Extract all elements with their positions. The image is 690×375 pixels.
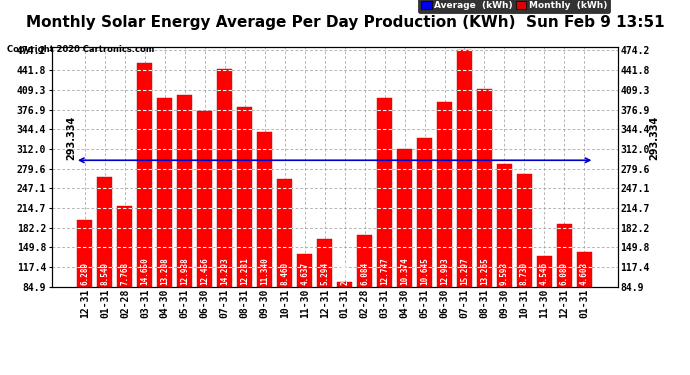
Text: 15.297: 15.297	[460, 257, 469, 285]
Bar	[237, 107, 253, 339]
Bar	[477, 88, 492, 339]
Text: 13.265: 13.265	[480, 257, 489, 285]
Text: 14.650: 14.650	[140, 257, 149, 285]
Bar	[537, 256, 552, 339]
Text: 12.747: 12.747	[380, 257, 389, 285]
Text: 4.546: 4.546	[540, 262, 549, 285]
Bar	[497, 164, 512, 339]
Text: 13.208: 13.208	[160, 257, 169, 285]
Text: 8.730: 8.730	[520, 262, 529, 285]
Text: 8.460: 8.460	[280, 262, 289, 285]
Text: 7.768: 7.768	[121, 262, 130, 285]
Bar	[577, 252, 592, 339]
Bar	[457, 50, 472, 339]
Text: 12.938: 12.938	[180, 257, 189, 285]
Text: 4.637: 4.637	[300, 262, 309, 285]
Text: 12.456: 12.456	[200, 257, 209, 285]
Text: 6.089: 6.089	[560, 262, 569, 285]
Bar	[117, 206, 132, 339]
Text: 14.293: 14.293	[220, 257, 229, 285]
Text: 5.294: 5.294	[320, 262, 329, 285]
Bar	[357, 235, 372, 339]
Text: 293.334: 293.334	[66, 116, 76, 160]
Text: Copyright 2020 Cartronics.com: Copyright 2020 Cartronics.com	[7, 45, 155, 54]
Bar	[517, 174, 532, 339]
Legend: Average  (kWh), Monthly  (kWh): Average (kWh), Monthly (kWh)	[418, 0, 610, 13]
Text: 9.593: 9.593	[500, 262, 509, 285]
Bar	[377, 98, 392, 339]
Text: 8.549: 8.549	[101, 262, 110, 285]
Text: 10.645: 10.645	[420, 257, 429, 285]
Bar	[277, 179, 292, 339]
Text: 2.986: 2.986	[340, 262, 349, 285]
Bar	[137, 63, 152, 339]
Bar	[337, 282, 352, 339]
Bar	[397, 149, 412, 339]
Bar	[157, 98, 172, 339]
Bar	[557, 224, 572, 339]
Text: 6.289: 6.289	[81, 262, 90, 285]
Text: 293.334: 293.334	[649, 116, 660, 160]
Text: 10.374: 10.374	[400, 257, 409, 285]
Text: 12.993: 12.993	[440, 257, 449, 285]
Text: 6.084: 6.084	[360, 262, 369, 285]
Bar	[217, 69, 233, 339]
Bar	[297, 254, 312, 339]
Bar	[77, 220, 92, 339]
Text: Monthly Solar Energy Average Per Day Production (KWh)  Sun Feb 9 13:51: Monthly Solar Energy Average Per Day Pro…	[26, 15, 664, 30]
Bar	[317, 239, 332, 339]
Text: 4.603: 4.603	[580, 262, 589, 285]
Bar	[437, 102, 452, 339]
Bar	[417, 138, 432, 339]
Text: 12.281: 12.281	[240, 257, 249, 285]
Bar	[97, 177, 112, 339]
Bar	[197, 111, 213, 339]
Text: 11.340: 11.340	[260, 257, 269, 285]
Bar	[257, 132, 273, 339]
Bar	[177, 95, 193, 339]
